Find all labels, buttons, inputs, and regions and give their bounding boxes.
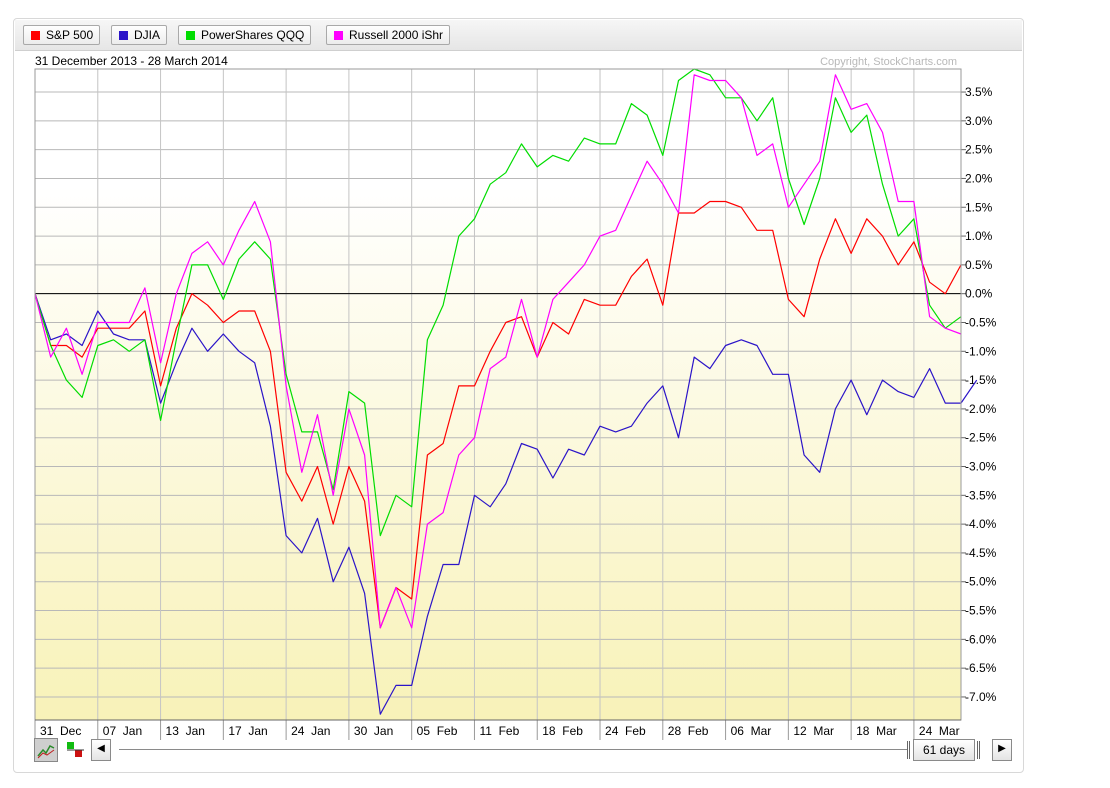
y-tick-label: -3.5% [965,488,997,502]
legend-swatch [334,31,343,40]
x-tick-label: 30 Jan [354,724,393,738]
y-tick-label: -0.5% [965,315,997,329]
y-tick-label: 3.5% [965,85,993,99]
y-tick-label: 1.5% [965,200,993,214]
x-tick-label: 06 Mar [731,724,772,738]
scroll-right-button[interactable]: ▶ [992,739,1012,761]
legend-item-russell2000[interactable]: Russell 2000 iShr [326,25,451,45]
y-tick-label: 0.5% [965,258,993,272]
x-tick-label: 17 Jan [228,724,267,738]
y-tick-label: -2.5% [965,431,997,445]
series-line-djia [34,293,978,715]
y-tick-label: -4.5% [965,546,997,560]
y-tick-label: -1.0% [965,344,997,358]
legend-label: DJIA [134,28,161,42]
y-tick-label: 1.0% [965,229,993,243]
scroll-left-button[interactable]: ◀ [91,739,111,761]
x-tick-label: 07 Jan [103,724,142,738]
legend-swatch [186,31,195,40]
y-tick-label: -1.5% [965,373,997,387]
triangle-right-icon: ▶ [998,743,1006,754]
legend-label: PowerShares QQQ [201,28,305,42]
legend-item-sp500[interactable]: S&P 500 [23,25,101,45]
y-tick-label: -6.5% [965,661,997,675]
line-chart-glyph [37,745,55,759]
plot-background [35,69,961,720]
triangle-left-icon: ◀ [97,743,105,754]
range-handle[interactable]: 61 days [907,739,1017,761]
y-tick-label: 3.0% [965,114,993,128]
x-tick-label: 28 Feb [668,724,709,738]
x-tick-label: 24 Mar [919,724,960,738]
y-tick-label: -2.0% [965,402,997,416]
x-tick-label: 05 Feb [417,724,458,738]
legend-item-djia[interactable]: DJIA [111,25,168,45]
days-label-box: 61 days [913,739,975,761]
legend-label: S&P 500 [46,28,94,42]
legend-item-qqq[interactable]: PowerShares QQQ [178,25,312,45]
legend-swatch [31,31,40,40]
copyright-watermark: Copyright, StockCharts.com [820,56,957,68]
series-group [34,68,978,715]
x-tick-label: 24 Jan [291,724,330,738]
x-tick-label: 18 Mar [856,724,897,738]
x-tick-label: 31 Dec [40,724,81,738]
legend-bar: S&P 500 DJIA PowerShares QQQ Russell 200… [15,20,1022,51]
x-axis: 31 Dec 07 Jan 13 Jan 17 Jan 24 Jan 30 Jan 05 F… [34,720,960,740]
legend-label: Russell 2000 iShr [349,28,444,42]
series-line-russell-2000-ishr [34,74,962,629]
line-chart-icon[interactable] [34,738,58,762]
x-tick-label: 12 Mar [793,724,834,738]
y-tick-label: -5.5% [965,604,997,618]
color-scheme-glyph [67,742,84,757]
y-tick-label: 0.0% [965,287,993,301]
legend-swatch [119,31,128,40]
chart-subtitle: 31 December 2013 - 28 March 2014 [35,54,228,68]
series-line-s-p-500 [34,200,962,629]
y-tick-label: -6.0% [965,632,997,646]
y-tick-label: -3.0% [965,460,997,474]
x-tick-label: 11 Feb [479,724,519,738]
y-axis: 3.5% 3.0% 2.5% 2.0% 1.5% 1.0% 0.5% 0.0% -0.5% -1.… [961,85,997,704]
x-tick-label: 13 Jan [166,724,205,738]
range-grip-left[interactable] [907,741,910,759]
x-tick-label: 24 Feb [605,724,646,738]
series-line-powershares-qqq [34,68,962,537]
x-tick-label: 18 Feb [542,724,583,738]
y-tick-label: -5.0% [965,575,997,589]
days-label: 61 days [922,743,966,757]
y-tick-label: -4.0% [965,517,997,531]
y-tick-label: 2.0% [965,171,993,185]
controls-bar: ◀ 61 days ▶ [34,736,1024,766]
y-tick-label: 2.5% [965,143,993,157]
range-grip-right[interactable] [977,741,980,759]
up-down-colors-icon[interactable] [64,738,88,762]
range-slider-track[interactable] [119,749,907,750]
y-tick-label: -7.0% [965,690,997,704]
